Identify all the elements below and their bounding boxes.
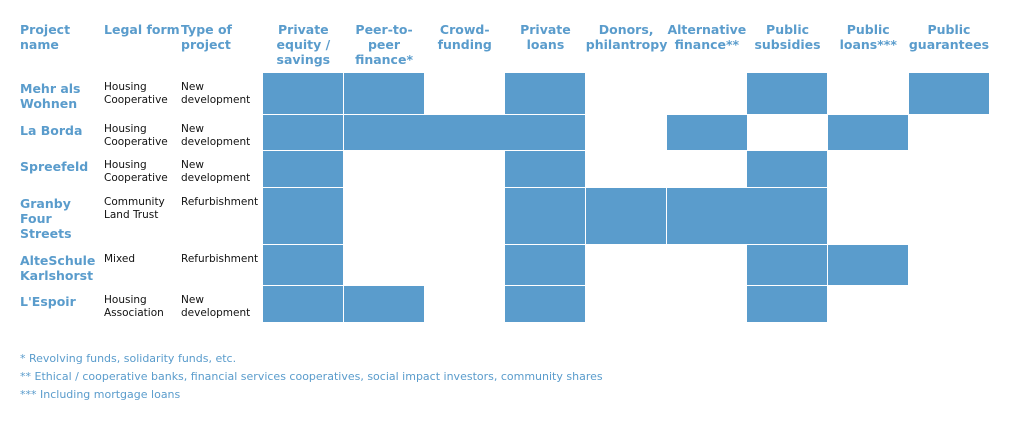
funding-cell	[343, 115, 425, 151]
funding-cell	[747, 245, 829, 286]
footnote-2: ** Ethical / cooperative banks, financia…	[20, 370, 603, 383]
project-type: New development	[181, 294, 251, 319]
header-alt_finance: Alternative finance**	[667, 22, 747, 52]
header-crowd: Crowd-funding	[437, 22, 492, 52]
project-name: L'Espoir	[20, 294, 76, 309]
funding-cell	[666, 115, 748, 151]
funding-cell	[747, 286, 829, 323]
funding-cell	[263, 245, 345, 286]
header-project: Project name	[20, 22, 71, 52]
funding-cell	[908, 73, 990, 115]
funding-cell	[505, 286, 587, 323]
legal-form: Mixed	[104, 253, 135, 265]
legal-form: Housing Association	[104, 294, 164, 319]
project-name: AlteSchule Karlshorst	[20, 253, 96, 283]
funding-cell	[424, 115, 506, 151]
project-type: New development	[181, 123, 251, 148]
project-name: Mehr als Wohnen	[20, 81, 81, 111]
footnote-1: * Revolving funds, solidarity funds, etc…	[20, 352, 237, 365]
footnote-3: *** Including mortgage loans	[20, 388, 181, 401]
funding-cell	[505, 188, 587, 245]
funding-cell	[505, 73, 587, 115]
funding-cell	[343, 73, 425, 115]
header-private_loans: Private loans	[520, 22, 571, 52]
funding-cell	[263, 286, 345, 323]
funding-cell	[263, 115, 345, 151]
project-type: New development	[181, 159, 251, 184]
funding-cell	[505, 151, 587, 188]
project-type: Refurbishment	[181, 253, 259, 265]
header-private_equity: Private equity / savings	[276, 22, 331, 67]
funding-cell	[263, 151, 345, 188]
funding-cell	[827, 115, 910, 151]
project-name: La Borda	[20, 123, 83, 138]
funding-cell	[666, 188, 748, 245]
funding-cell	[585, 188, 667, 245]
funding-cell	[263, 188, 345, 245]
header-donors: Donors, philantropy	[585, 22, 668, 52]
funding-cell	[747, 188, 829, 245]
header-public_guarantees: Public guarantees	[908, 22, 990, 52]
funding-cell	[263, 73, 345, 115]
project-name: Spreefeld	[20, 159, 89, 174]
legal-form: Community Land Trust	[104, 196, 165, 221]
funding-cell	[343, 286, 425, 323]
header-public_loans: Public loans***	[839, 22, 897, 52]
funding-cell	[505, 245, 587, 286]
project-name: Granby Four Streets	[20, 196, 72, 241]
funding-cell	[747, 151, 829, 188]
project-type: New development	[181, 81, 251, 106]
legal-form: Housing Cooperative	[104, 123, 168, 148]
funding-cell	[827, 245, 910, 286]
funding-matrix: Project name Legal form Type of project Priva…	[20, 22, 990, 323]
legal-form: Housing Cooperative	[104, 159, 168, 184]
header-type: Type of project	[181, 22, 232, 52]
project-type: Refurbishment	[181, 196, 259, 208]
header-p2p: Peer-to-peer finance*	[355, 22, 413, 67]
header-legal: Legal form	[104, 22, 180, 37]
funding-cell	[505, 115, 587, 151]
legal-form: Housing Cooperative	[104, 81, 168, 106]
funding-cell	[747, 73, 829, 115]
footnotes: * Revolving funds, solidarity funds, etc…	[20, 350, 603, 404]
header-public_subsidies: Public subsidies	[754, 22, 821, 52]
